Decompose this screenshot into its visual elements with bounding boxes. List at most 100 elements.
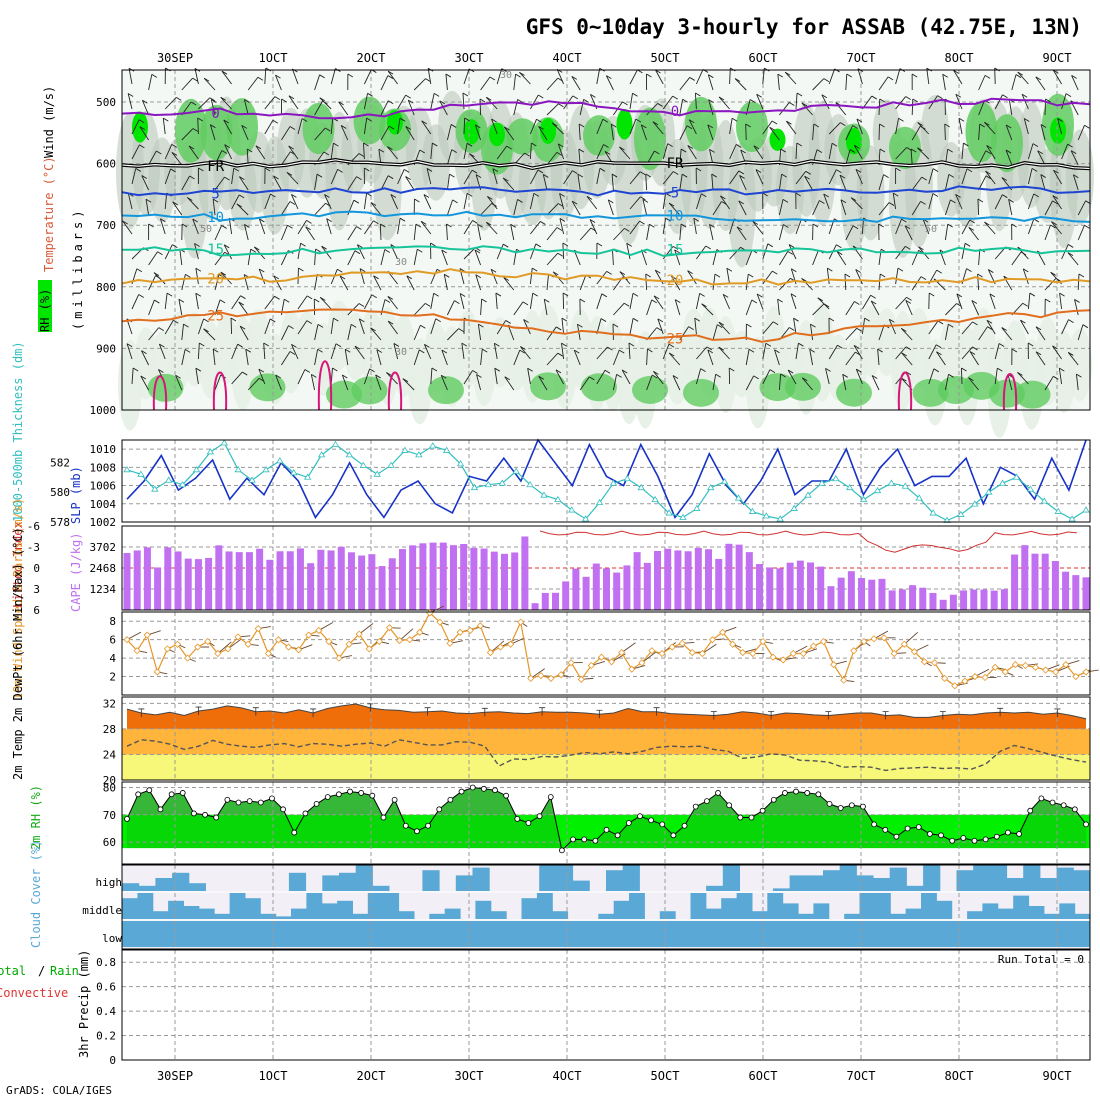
wind-barb-flag [195,267,202,272]
cloud-bar-high [839,865,857,891]
wind-barb [922,218,930,235]
temp-errorbar [310,708,317,717]
thickness-axis-label: 1000-500mb Thickness (dm) [11,341,25,522]
wind-barb-flag [433,92,440,97]
wind-barb-flag [731,117,738,122]
cloud-bars [122,865,1091,947]
wind-barb-flag [386,372,392,376]
wind-barb-flag [154,299,160,304]
wind-barb [519,72,531,85]
cape-bar [531,603,539,610]
wind-barb [961,168,968,185]
wind-barb-flag [1020,319,1026,324]
wind-barb-flag [668,343,675,348]
wind-barb [490,640,505,653]
wind-speed-point [1031,663,1040,671]
wind-barb-flag [852,125,858,129]
wind-barb [613,228,625,241]
wind-barb [496,145,508,160]
cloud-bar-high [606,870,624,891]
wind-barb [131,144,140,160]
wind-barb [214,176,225,191]
upper-air-wind-barbs [122,67,1091,391]
wind-barb [944,123,946,141]
thickness-point [331,440,340,447]
cape-bar [715,558,723,610]
rh-point [447,796,454,803]
wind-barb [968,227,979,241]
wind-barb-flag [694,317,700,322]
wind-barb-flag [369,368,375,373]
wind-barb [1072,174,1079,191]
wind-barb-flag [689,77,695,81]
rh-point [1060,802,1067,809]
wind-barb [1035,351,1046,366]
date-label-top: 5OCT [651,51,680,65]
wind-barb-flag [435,318,441,323]
wind-barb [1007,374,1013,391]
wind-barb [694,318,697,335]
date-label-top: 9OCT [1043,51,1072,65]
rh-point [659,821,666,828]
wind-barb [340,125,349,141]
wind-barb [579,99,585,116]
wind-barb-flag [606,271,612,275]
wind-barb-flag [804,175,810,180]
cape-bar [664,548,672,610]
wind-barb-flag [998,343,1005,347]
wind-barb-flag [142,99,148,104]
wind-barb-flag [937,95,943,99]
wind-barb [911,98,914,116]
wind-background [122,612,1090,695]
wind-barb [493,343,498,360]
cape-bar [1021,545,1029,610]
wind-barb [662,95,674,110]
wind-barb [131,368,134,385]
wind-barb-flag [599,167,606,172]
wind-barb-flag [478,323,484,328]
cloud-bar-low [638,921,672,947]
wind-speed-point [254,625,262,633]
wind-barb-flag [288,325,294,330]
wind-barb [994,67,996,85]
cape-bar [776,568,784,610]
wind-barb-flag [984,74,991,79]
wind-barb [546,152,558,166]
wind-barb-flag [1035,351,1042,356]
cloud-bar-high [339,872,357,891]
rh-point [514,816,521,822]
wind-barb-flag [370,202,377,206]
precip-tick-label: 0.6 [96,981,116,994]
rh-point [804,790,811,796]
slp-thickness-lines [123,438,1090,523]
wind-barb-flag [430,242,436,247]
wind-barb [873,630,889,640]
wind-barb [778,224,784,241]
wind-barb-flag [1084,124,1090,129]
wind-barb-flag [1067,252,1074,257]
slp-axis-label: SLP (mb) [69,466,83,524]
wind-speed-point [224,645,232,653]
wind-barb [562,242,565,260]
wind-barb [212,349,216,366]
wind-barb [978,249,981,266]
wind-barb [1044,278,1057,291]
wind-barb-flag [532,292,538,297]
wind-barb [777,299,780,316]
rh-blob-high [540,117,556,144]
wind-barb-flag [787,369,794,374]
wind-barb [421,120,432,135]
wind-barb-flag [405,126,411,130]
wind-frame [121,611,1091,696]
wind-barb-flag [376,349,383,353]
wind-barb [397,118,401,135]
wind-barb-flag [244,224,250,228]
rh-point [402,822,409,829]
cape-bar [470,547,478,610]
wind-barb [231,295,241,310]
wind-barb-flag [187,197,193,201]
rh-point [1016,831,1022,837]
wind-barb-flag [192,77,198,82]
wind-barb [463,220,473,235]
wind-barb [314,274,318,291]
